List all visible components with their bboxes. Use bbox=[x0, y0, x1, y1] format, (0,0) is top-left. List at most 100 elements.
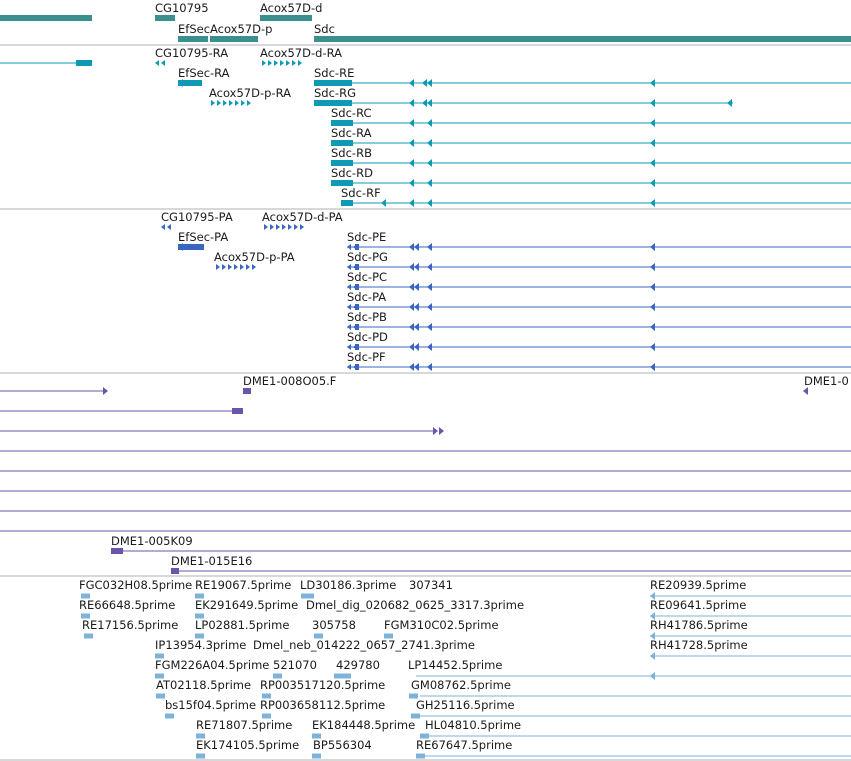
strand-arrow[interactable] bbox=[650, 343, 655, 351]
strand-arrow[interactable] bbox=[178, 243, 183, 251]
strand-arrow[interactable] bbox=[427, 323, 432, 331]
strand-arrow[interactable] bbox=[650, 283, 655, 291]
gene-bar[interactable] bbox=[0, 15, 92, 21]
exon-block[interactable] bbox=[243, 388, 251, 394]
protein-track[interactable] bbox=[161, 224, 851, 371]
gene-bar[interactable] bbox=[260, 15, 312, 21]
strand-arrow[interactable] bbox=[409, 179, 414, 187]
strand-arrow[interactable] bbox=[439, 427, 444, 435]
strand-arrow[interactable] bbox=[650, 179, 655, 187]
est-block[interactable] bbox=[195, 593, 204, 599]
est-block[interactable] bbox=[155, 673, 164, 679]
exon-chevron[interactable] bbox=[161, 224, 165, 230]
exon-chevron[interactable] bbox=[167, 224, 171, 230]
exon-chevron[interactable] bbox=[347, 284, 351, 290]
exon-chevron[interactable] bbox=[217, 100, 221, 106]
exon-block[interactable] bbox=[355, 244, 359, 250]
strand-arrow[interactable] bbox=[427, 363, 432, 371]
exon-chevron[interactable] bbox=[247, 100, 251, 106]
strand-arrow[interactable] bbox=[409, 323, 414, 331]
strand-arrow[interactable] bbox=[427, 199, 432, 207]
strand-arrow[interactable] bbox=[414, 323, 419, 331]
exon-block[interactable] bbox=[355, 304, 359, 310]
strand-arrow[interactable] bbox=[409, 283, 414, 291]
exon-chevron[interactable] bbox=[280, 60, 284, 66]
strand-arrow[interactable] bbox=[650, 159, 655, 167]
strand-arrow[interactable] bbox=[650, 323, 655, 331]
strand-arrow[interactable] bbox=[650, 263, 655, 271]
est-block[interactable] bbox=[312, 753, 321, 759]
exon-chevron[interactable] bbox=[286, 60, 290, 66]
exon-chevron[interactable] bbox=[274, 60, 278, 66]
est-block[interactable] bbox=[195, 633, 204, 639]
exon-block[interactable] bbox=[331, 140, 353, 146]
est-track[interactable] bbox=[81, 592, 851, 759]
strand-arrow[interactable] bbox=[414, 243, 419, 251]
strand-arrow[interactable] bbox=[650, 119, 655, 127]
est-block[interactable] bbox=[314, 633, 323, 639]
exon-chevron[interactable] bbox=[252, 264, 256, 270]
strand-arrow[interactable] bbox=[103, 387, 108, 395]
strand-arrow[interactable] bbox=[650, 79, 655, 87]
strand-arrow[interactable] bbox=[650, 99, 655, 107]
est-block[interactable] bbox=[262, 693, 271, 699]
strand-arrow[interactable] bbox=[427, 159, 432, 167]
exon-chevron[interactable] bbox=[347, 344, 351, 350]
strand-arrow[interactable] bbox=[427, 263, 432, 271]
strand-arrow[interactable] bbox=[422, 99, 427, 107]
est-block[interactable] bbox=[81, 613, 90, 619]
strand-arrow[interactable] bbox=[427, 243, 432, 251]
est-block[interactable] bbox=[84, 633, 93, 639]
strand-arrow[interactable] bbox=[381, 199, 386, 207]
strand-arrow[interactable] bbox=[427, 343, 432, 351]
exon-block[interactable] bbox=[314, 80, 352, 86]
exon-block[interactable] bbox=[341, 200, 353, 206]
exon-chevron[interactable] bbox=[235, 100, 239, 106]
exon-block[interactable] bbox=[355, 264, 359, 270]
strand-arrow[interactable] bbox=[427, 79, 432, 87]
strand-arrow[interactable] bbox=[409, 79, 414, 87]
strand-arrow[interactable] bbox=[650, 243, 655, 251]
exon-chevron[interactable] bbox=[347, 244, 351, 250]
strand-arrow[interactable] bbox=[409, 343, 414, 351]
est-block[interactable] bbox=[312, 733, 321, 739]
exon-chevron[interactable] bbox=[347, 324, 351, 330]
strand-arrow[interactable] bbox=[427, 139, 432, 147]
gene-bar[interactable] bbox=[314, 36, 851, 42]
est-block[interactable] bbox=[165, 713, 174, 719]
exon-block[interactable] bbox=[232, 408, 243, 414]
exon-chevron[interactable] bbox=[294, 224, 298, 230]
strand-arrow[interactable] bbox=[414, 283, 419, 291]
gene-bar[interactable] bbox=[210, 36, 258, 42]
strand-arrow[interactable] bbox=[178, 79, 183, 87]
strand-arrow[interactable] bbox=[409, 363, 414, 371]
est-block[interactable] bbox=[305, 593, 314, 599]
exon-block[interactable] bbox=[178, 244, 204, 250]
strand-arrow[interactable] bbox=[427, 303, 432, 311]
strand-arrow[interactable] bbox=[427, 179, 432, 187]
strand-arrow[interactable] bbox=[414, 343, 419, 351]
exon-chevron[interactable] bbox=[347, 364, 351, 370]
est-block[interactable] bbox=[81, 593, 90, 599]
est-block[interactable] bbox=[156, 693, 165, 699]
exon-chevron[interactable] bbox=[282, 224, 286, 230]
strand-arrow[interactable] bbox=[409, 99, 414, 107]
strand-arrow[interactable] bbox=[650, 592, 655, 600]
strand-arrow[interactable] bbox=[409, 139, 414, 147]
exon-chevron[interactable] bbox=[347, 264, 351, 270]
strand-arrow[interactable] bbox=[414, 363, 419, 371]
exon-block[interactable] bbox=[331, 120, 353, 126]
strand-arrow[interactable] bbox=[409, 303, 414, 311]
strand-arrow[interactable] bbox=[433, 427, 438, 435]
exon-block[interactable] bbox=[355, 284, 359, 290]
est-block[interactable] bbox=[155, 653, 164, 659]
exon-block[interactable] bbox=[178, 80, 202, 86]
transcript-track[interactable] bbox=[0, 60, 851, 207]
exon-block[interactable] bbox=[331, 180, 353, 186]
strand-arrow[interactable] bbox=[409, 119, 414, 127]
exon-chevron[interactable] bbox=[161, 60, 165, 66]
strand-arrow[interactable] bbox=[427, 99, 432, 107]
exon-chevron[interactable] bbox=[268, 60, 272, 66]
exon-chevron[interactable] bbox=[298, 60, 302, 66]
est-block[interactable] bbox=[262, 713, 271, 719]
